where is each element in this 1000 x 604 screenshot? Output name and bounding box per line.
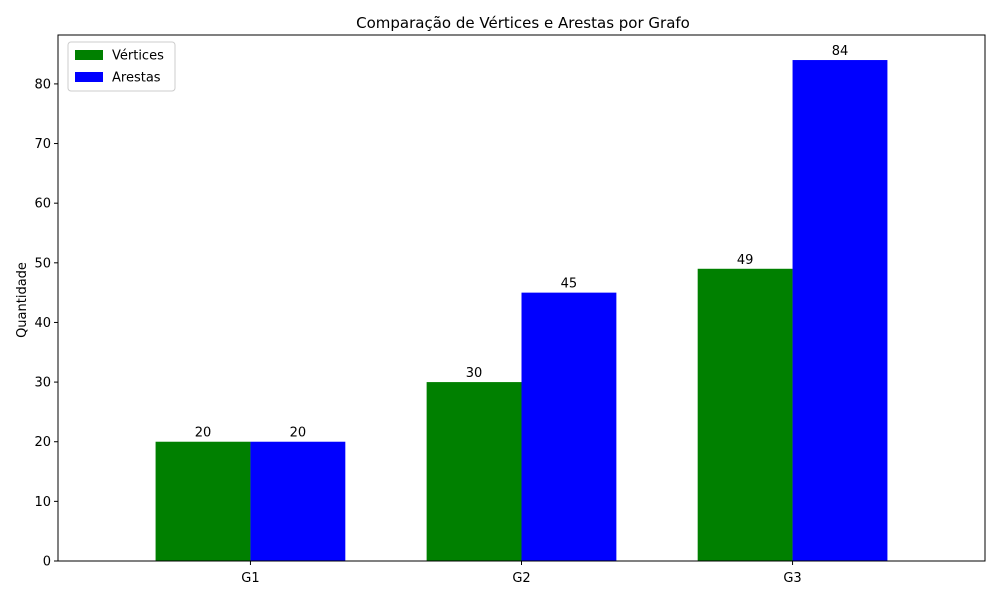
y-tick-label: 30 xyxy=(34,376,51,391)
bar-vértices-g3 xyxy=(697,268,793,561)
plot-area: 20 30 49 20 45 84 0 10 20 30 40 50 60 70 80 G1 G2 G3 xyxy=(34,34,986,586)
bar-vértices-g1 xyxy=(155,441,251,561)
legend-label: Arestas xyxy=(112,71,161,86)
x-tick-label: G1 xyxy=(241,571,259,586)
bar-value-label: 20 xyxy=(195,426,212,441)
chart-title: Comparação de Vértices e Arestas por Gra… xyxy=(356,14,690,32)
bar-value-label: 49 xyxy=(737,253,754,268)
y-tick-label: 0 xyxy=(43,555,51,570)
bar-vértices-g2 xyxy=(426,382,522,561)
legend-swatch-vértices xyxy=(75,50,103,60)
y-tick-label: 60 xyxy=(34,197,51,212)
bar-value-label: 84 xyxy=(832,44,849,59)
legend: Vértices Arestas xyxy=(67,41,176,92)
x-tick-label: G3 xyxy=(783,571,801,586)
legend-label: Vértices xyxy=(112,49,164,64)
y-tick-label: 40 xyxy=(34,316,51,331)
x-tick-label: G2 xyxy=(512,571,530,586)
bar-arestas-g2 xyxy=(521,292,617,561)
legend-swatch-arestas xyxy=(75,72,103,82)
y-axis-label: Quantidade xyxy=(15,262,30,338)
y-tick-label: 10 xyxy=(34,495,51,510)
y-tick-label: 20 xyxy=(34,435,51,450)
bar-value-label: 30 xyxy=(466,366,483,381)
bar-value-label: 45 xyxy=(561,277,578,292)
y-tick-label: 70 xyxy=(34,137,51,152)
bar-arestas-g3 xyxy=(792,60,888,562)
bar-value-label: 20 xyxy=(290,426,307,441)
y-tick-label: 50 xyxy=(34,256,51,271)
y-tick-label: 80 xyxy=(34,77,51,92)
bar-arestas-g1 xyxy=(250,441,346,561)
